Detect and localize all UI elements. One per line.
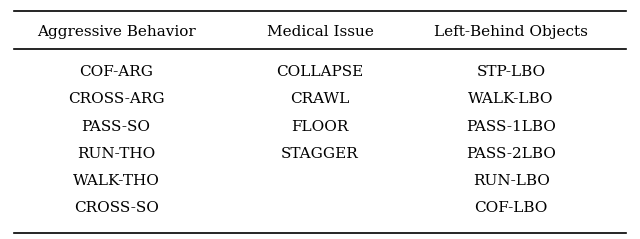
Text: PASS-SO: PASS-SO — [81, 120, 150, 134]
Text: CROSS-SO: CROSS-SO — [74, 201, 159, 215]
Text: Aggressive Behavior: Aggressive Behavior — [36, 25, 195, 39]
Text: STP-LBO: STP-LBO — [477, 65, 546, 79]
Text: COF-LBO: COF-LBO — [474, 201, 548, 215]
Text: FLOOR: FLOOR — [291, 120, 349, 134]
Text: PASS-1LBO: PASS-1LBO — [466, 120, 556, 134]
Text: Medical Issue: Medical Issue — [267, 25, 373, 39]
Text: RUN-LBO: RUN-LBO — [473, 174, 550, 188]
Text: COLLAPSE: COLLAPSE — [276, 65, 364, 79]
Text: WALK-LBO: WALK-LBO — [468, 92, 554, 106]
Text: CRAWL: CRAWL — [291, 92, 349, 106]
Text: COF-ARG: COF-ARG — [79, 65, 153, 79]
Text: CROSS-ARG: CROSS-ARG — [68, 92, 164, 106]
Text: RUN-THO: RUN-THO — [77, 147, 156, 161]
Text: WALK-THO: WALK-THO — [73, 174, 159, 188]
Text: STAGGER: STAGGER — [281, 147, 359, 161]
Text: PASS-2LBO: PASS-2LBO — [466, 147, 556, 161]
Text: Left-Behind Objects: Left-Behind Objects — [434, 25, 588, 39]
